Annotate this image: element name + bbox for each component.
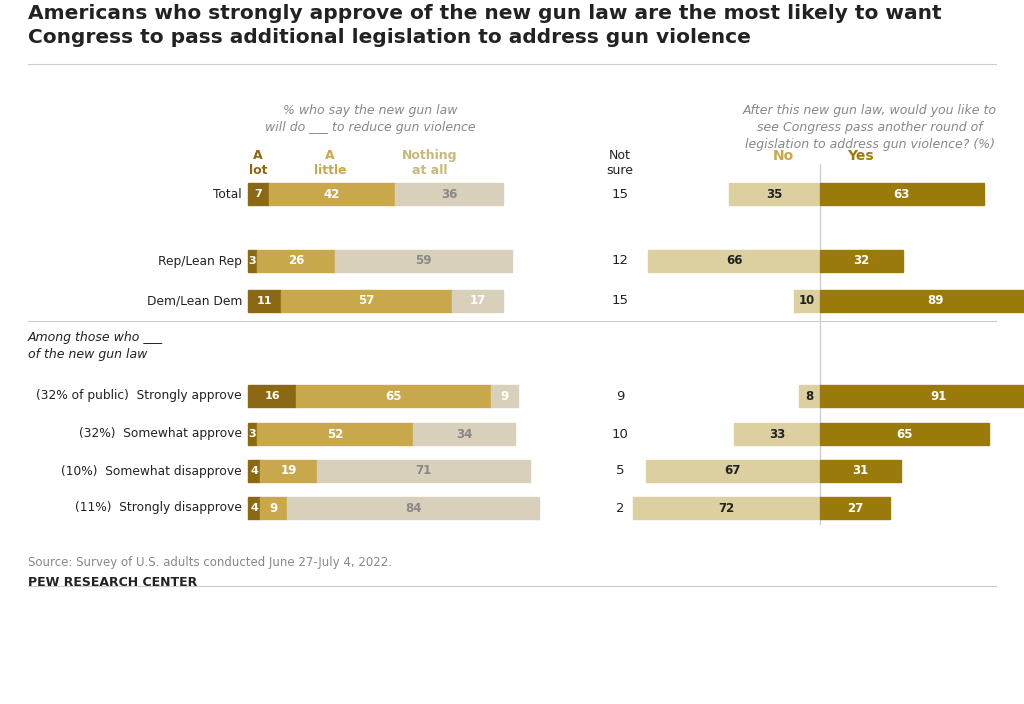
- Text: (10%)  Somewhat disapprove: (10%) Somewhat disapprove: [61, 465, 242, 477]
- Bar: [734, 423, 820, 445]
- Text: 71: 71: [416, 465, 432, 477]
- Text: 84: 84: [404, 501, 421, 515]
- Text: 17: 17: [469, 294, 485, 308]
- Text: 34: 34: [456, 427, 472, 441]
- Text: 33: 33: [769, 427, 785, 441]
- Text: 26: 26: [288, 255, 304, 268]
- Bar: [248, 385, 296, 407]
- Text: (11%)  Strongly disapprove: (11%) Strongly disapprove: [75, 501, 242, 515]
- Text: 19: 19: [281, 465, 297, 477]
- Bar: [248, 460, 260, 482]
- Bar: [260, 497, 287, 519]
- Text: A
little: A little: [313, 149, 346, 177]
- Text: 11: 11: [257, 296, 272, 306]
- Bar: [260, 460, 317, 482]
- Text: Source: Survey of U.S. adults conducted June 27-July 4, 2022.: Source: Survey of U.S. adults conducted …: [28, 556, 392, 569]
- Text: 35: 35: [766, 187, 782, 201]
- Bar: [248, 290, 281, 312]
- Text: 65: 65: [896, 427, 912, 441]
- Bar: [413, 423, 515, 445]
- Text: A
lot: A lot: [249, 149, 267, 177]
- Text: 9: 9: [501, 389, 509, 403]
- Text: PEW RESEARCH CENTER: PEW RESEARCH CENTER: [28, 576, 198, 589]
- Bar: [820, 497, 890, 519]
- Bar: [820, 460, 900, 482]
- Bar: [257, 250, 335, 272]
- Bar: [820, 183, 984, 205]
- Text: After this new gun law, would you like to
see Congress pass another round of
leg: After this new gun law, would you like t…: [743, 104, 997, 151]
- Bar: [248, 183, 269, 205]
- Bar: [820, 290, 1024, 312]
- Text: Rep/Lean Rep: Rep/Lean Rep: [158, 255, 242, 268]
- Text: Among those who ___
of the new gun law: Among those who ___ of the new gun law: [28, 331, 163, 361]
- Text: 8: 8: [806, 389, 814, 403]
- Text: 3: 3: [249, 429, 256, 439]
- Text: % who say the new gun law
will do ___ to reduce gun violence: % who say the new gun law will do ___ to…: [264, 104, 475, 134]
- Text: 4: 4: [250, 503, 258, 513]
- Text: 3: 3: [249, 256, 256, 266]
- Bar: [248, 423, 257, 445]
- Bar: [317, 460, 530, 482]
- Bar: [269, 183, 395, 205]
- Text: 4: 4: [250, 466, 258, 476]
- Bar: [248, 497, 260, 519]
- Text: 36: 36: [440, 187, 457, 201]
- Text: Total: Total: [213, 187, 242, 201]
- Text: 16: 16: [264, 391, 280, 401]
- Text: 32: 32: [853, 255, 869, 268]
- Text: 31: 31: [852, 465, 868, 477]
- Bar: [452, 290, 503, 312]
- Bar: [820, 385, 1024, 407]
- Text: 67: 67: [725, 465, 741, 477]
- Text: 72: 72: [718, 501, 734, 515]
- Text: 91: 91: [930, 389, 946, 403]
- Text: (32% of public)  Strongly approve: (32% of public) Strongly approve: [37, 389, 242, 403]
- Text: 9: 9: [269, 501, 278, 515]
- Text: 2: 2: [615, 501, 625, 515]
- Text: Dem/Lean Dem: Dem/Lean Dem: [146, 294, 242, 308]
- Text: Not
sure: Not sure: [606, 149, 634, 177]
- Text: 27: 27: [847, 501, 863, 515]
- Text: Americans who strongly approve of the new gun law are the most likely to want
Co: Americans who strongly approve of the ne…: [28, 4, 942, 47]
- Bar: [248, 250, 257, 272]
- Text: 10: 10: [611, 427, 629, 441]
- Bar: [794, 290, 820, 312]
- Bar: [395, 183, 503, 205]
- Bar: [820, 423, 989, 445]
- Text: 89: 89: [928, 294, 944, 308]
- Text: Yes: Yes: [847, 149, 873, 163]
- Text: Nothing
at all: Nothing at all: [402, 149, 458, 177]
- Text: 63: 63: [894, 187, 910, 201]
- Bar: [799, 385, 820, 407]
- Text: 57: 57: [358, 294, 375, 308]
- Text: 66: 66: [726, 255, 742, 268]
- Text: 65: 65: [385, 389, 401, 403]
- Text: 12: 12: [611, 255, 629, 268]
- Text: 5: 5: [615, 465, 625, 477]
- Text: 10: 10: [799, 294, 815, 308]
- Bar: [729, 183, 820, 205]
- Bar: [335, 250, 512, 272]
- Text: 7: 7: [255, 189, 262, 199]
- Bar: [287, 497, 539, 519]
- Text: 42: 42: [324, 187, 340, 201]
- Text: 15: 15: [611, 294, 629, 308]
- Bar: [296, 385, 490, 407]
- Bar: [633, 497, 820, 519]
- Bar: [820, 250, 903, 272]
- Text: (32%)  Somewhat approve: (32%) Somewhat approve: [79, 427, 242, 441]
- Bar: [257, 423, 413, 445]
- Text: 52: 52: [327, 427, 343, 441]
- Text: 15: 15: [611, 187, 629, 201]
- Bar: [281, 290, 452, 312]
- Text: No: No: [772, 149, 794, 163]
- Bar: [646, 460, 820, 482]
- Text: 9: 9: [615, 389, 625, 403]
- Text: 59: 59: [416, 255, 432, 268]
- Bar: [490, 385, 518, 407]
- Bar: [648, 250, 820, 272]
